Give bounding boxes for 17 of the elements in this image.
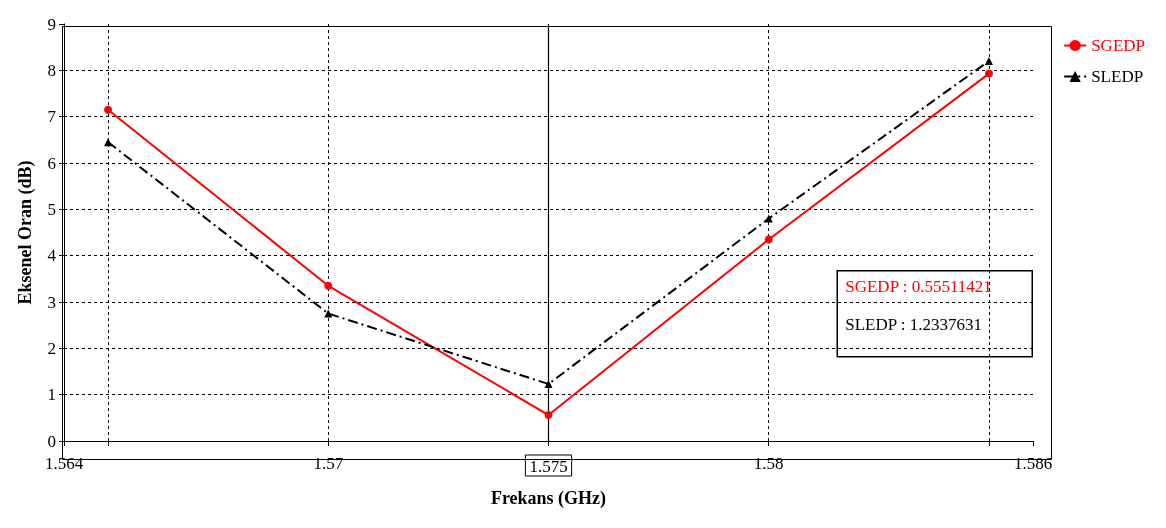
y-tick-label: 7 (47, 107, 57, 127)
y-axis-title: Eksenel Oran (dB) (15, 160, 36, 305)
annotation: SLEDP : 1.2337631 (845, 314, 983, 334)
y-tick-label: 0 (47, 431, 56, 451)
y-tick-label: 1 (47, 385, 56, 405)
y-tick-label: 5 (47, 199, 56, 219)
legend-label: SLEDP (1091, 67, 1144, 86)
y-tick-label: 8 (47, 60, 56, 80)
y-tick-label: 3 (47, 292, 56, 312)
y-tick-label: 6 (47, 153, 56, 173)
annotation: SGEDP : 0.55511421 (845, 276, 992, 296)
x-tick-label: 1.575 (529, 457, 568, 476)
legend-label: SGEDP (1091, 36, 1146, 55)
y-tick-label: 4 (47, 246, 57, 266)
y-tick-label: 2 (47, 338, 56, 358)
y-tick-label: 9 (47, 14, 56, 34)
x-axis-title: Frekans (GHz) (490, 488, 607, 509)
